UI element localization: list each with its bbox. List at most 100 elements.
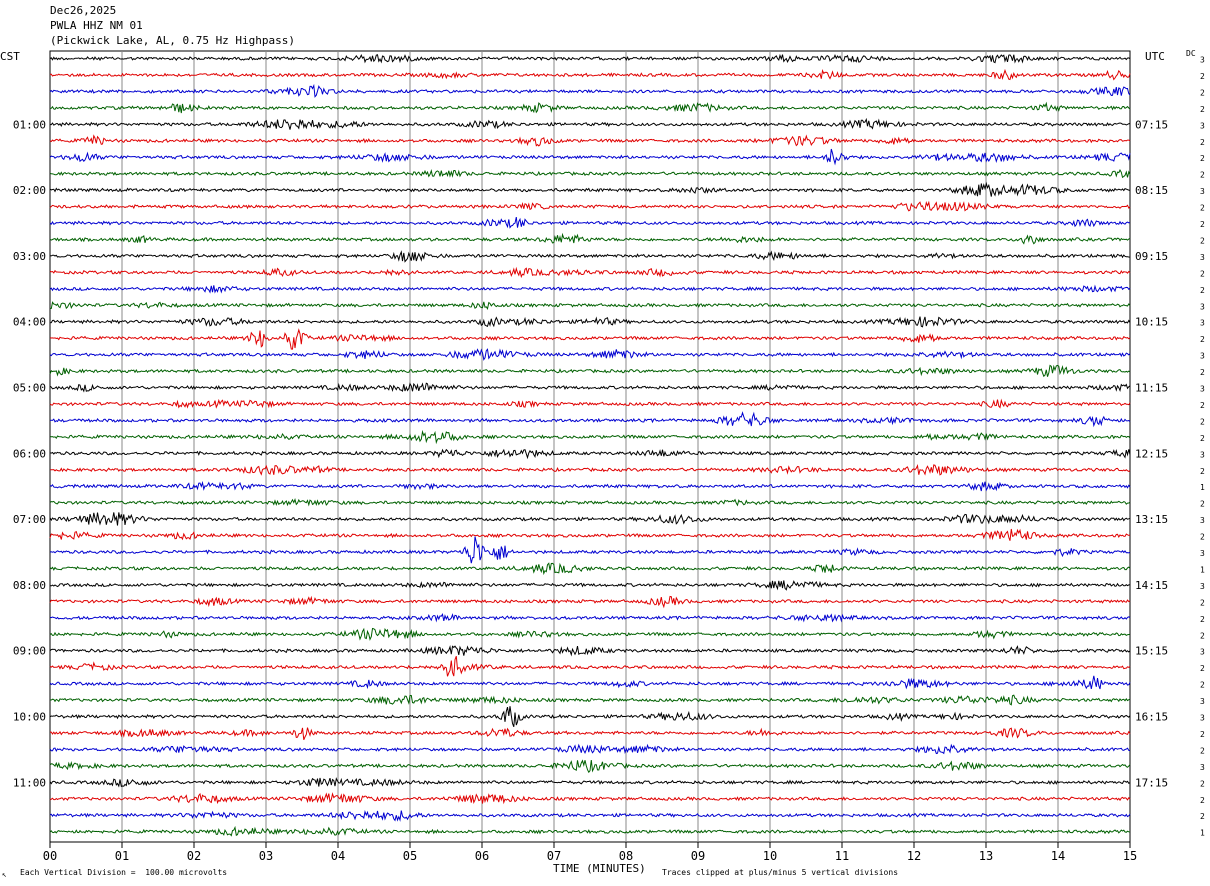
dc-value: 2 (1200, 746, 1205, 755)
trace-row (49, 644, 1131, 657)
trace-row (49, 448, 1131, 460)
x-tick-label: 01 (115, 849, 129, 863)
dc-value: 2 (1200, 88, 1205, 97)
trace-row (49, 53, 1131, 64)
dc-value: 2 (1200, 236, 1205, 245)
right-hour-label: 15:15 (1135, 645, 1168, 658)
left-hour-label: 09:00 (13, 645, 46, 658)
left-hour-label: 07:00 (13, 513, 46, 526)
left-hour-label: 11:00 (13, 776, 46, 789)
left-timezone-label: CST (0, 50, 20, 63)
right-hour-label: 10:15 (1135, 316, 1168, 329)
left-hour-label: 06:00 (13, 447, 46, 460)
trace-row (49, 562, 1131, 576)
trace-row (49, 480, 1131, 492)
dc-value: 1 (1200, 565, 1205, 574)
trace-row (49, 656, 1131, 677)
right-timezone-label: UTC (1145, 50, 1165, 63)
dc-value: 2 (1200, 269, 1205, 278)
dc-value: 2 (1200, 171, 1205, 180)
left-hour-label: 08:00 (13, 579, 46, 592)
trace-row (50, 117, 1131, 130)
left-hour-label: 01:00 (13, 118, 46, 131)
dc-value: 2 (1200, 434, 1205, 443)
dc-value: 2 (1200, 368, 1205, 377)
trace-row (49, 200, 1131, 212)
left-hour-label: 10:00 (13, 711, 46, 724)
trace-row (49, 181, 1131, 197)
x-tick-label: 12 (907, 849, 921, 863)
dc-value: 2 (1200, 335, 1205, 344)
dc-value: 3 (1200, 714, 1205, 723)
trace-row (49, 759, 1131, 774)
trace-row (50, 727, 1131, 740)
dc-value: 3 (1200, 697, 1205, 706)
trace-row (49, 266, 1131, 279)
dc-value: 2 (1200, 417, 1205, 426)
trace-row (49, 825, 1131, 837)
dc-value: 2 (1200, 533, 1205, 542)
trace-row (49, 83, 1131, 98)
trace-row (49, 250, 1131, 263)
dc-value: 2 (1200, 631, 1205, 640)
x-tick-label: 06 (475, 849, 489, 863)
x-tick-label: 04 (331, 849, 345, 863)
dc-value: 3 (1200, 450, 1205, 459)
trace-row (49, 810, 1131, 822)
trace-row (49, 580, 1131, 591)
clip-note: Traces clipped at plus/minus 5 vertical … (662, 868, 899, 877)
x-tick-label: 10 (763, 849, 777, 863)
dc-value: 2 (1200, 500, 1205, 509)
dc-value: 3 (1200, 352, 1205, 361)
x-tick-label: 11 (835, 849, 849, 863)
plot-frame (49, 50, 1131, 843)
x-tick-label: 13 (979, 849, 993, 863)
dc-value: 2 (1200, 220, 1205, 229)
left-hour-label: 05:00 (13, 382, 46, 395)
trace-row (50, 694, 1131, 706)
trace-row (49, 612, 1131, 623)
right-hour-label: 07:15 (1135, 118, 1168, 131)
x-tick-label: 05 (403, 849, 417, 863)
dc-value: 1 (1200, 483, 1205, 492)
trace-row (49, 528, 1131, 541)
x-tick-label: 02 (187, 849, 201, 863)
x-tick-label: 07 (547, 849, 561, 863)
trace-row (49, 464, 1131, 476)
trace-row (49, 216, 1131, 229)
left-hour-label: 03:00 (13, 250, 46, 263)
dc-value: 3 (1200, 549, 1205, 558)
left-hour-label: 04:00 (13, 316, 46, 329)
dc-value: 3 (1200, 582, 1205, 591)
trace-row (49, 398, 1131, 409)
dc-value: 3 (1200, 302, 1205, 311)
trace-row (49, 148, 1131, 166)
trace-row (49, 743, 1131, 755)
trace-row (49, 284, 1131, 294)
trace-row (49, 706, 1131, 727)
dc-value: 2 (1200, 154, 1205, 163)
x-tick-label: 14 (1051, 849, 1065, 863)
trace-row (49, 316, 1131, 328)
dc-value: 1 (1200, 829, 1205, 838)
dc-value: 2 (1200, 598, 1205, 607)
dc-value: 2 (1200, 812, 1205, 821)
dc-value: 3 (1200, 121, 1205, 130)
dc-value: 2 (1200, 204, 1205, 213)
right-hour-label: 11:15 (1135, 382, 1168, 395)
header-date: Dec26,2025 (50, 4, 117, 17)
trace-row (49, 232, 1131, 245)
trace-row (49, 595, 1131, 609)
trace-row (49, 101, 1131, 114)
trace-row (49, 328, 1131, 350)
x-tick-label: 03 (259, 849, 273, 863)
x-tick-label: 08 (619, 849, 633, 863)
trace-row (49, 411, 1131, 428)
dc-value: 3 (1200, 56, 1205, 65)
right-hour-label: 12:15 (1135, 447, 1168, 460)
dc-value: 2 (1200, 138, 1205, 147)
trace-row (49, 169, 1131, 179)
trace-row (49, 777, 1131, 788)
trace-row (49, 348, 1131, 361)
trace-row (49, 301, 1131, 311)
